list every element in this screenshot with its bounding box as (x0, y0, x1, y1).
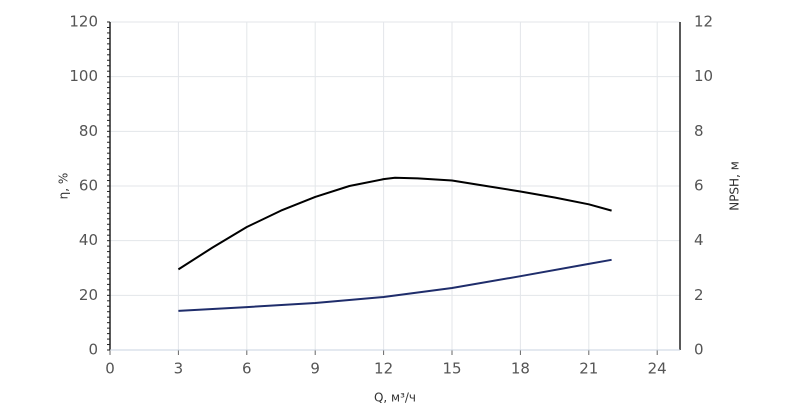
y2-axis-label: NPSH, м (728, 161, 742, 211)
y-tick-label: 100 (69, 67, 98, 85)
x-tick-label: 0 (105, 360, 115, 378)
x-tick-label: 3 (174, 360, 184, 378)
y-tick-label: 0 (88, 341, 98, 359)
x-tick-label: 6 (242, 360, 252, 378)
x-tick-label: 21 (579, 360, 598, 378)
y2-tick-label: 0 (694, 341, 704, 359)
y2-tick-label: 4 (694, 231, 704, 249)
y-tick-label: 40 (79, 231, 98, 249)
y-axis-label: η, % (57, 173, 71, 200)
y2-tick-label: 8 (694, 122, 704, 140)
y2-tick-label: 12 (694, 13, 713, 31)
x-tick-label: 12 (374, 360, 393, 378)
x-tick-label: 9 (310, 360, 320, 378)
series-line (177, 176, 612, 271)
x-tick-label: 15 (442, 360, 461, 378)
y-tick-label: 120 (69, 13, 98, 31)
x-axis-label: Q, м³/ч (374, 391, 416, 405)
y-tick-label: 20 (79, 286, 98, 304)
y2-tick-label: 2 (694, 286, 704, 304)
y2-tick-label: 6 (694, 177, 704, 195)
x-tick-label: 18 (511, 360, 530, 378)
y2-tick-label: 10 (694, 67, 713, 85)
y-tick-label: 80 (79, 122, 98, 140)
series-line (178, 258, 612, 312)
x-tick-label: 24 (648, 360, 667, 378)
y-tick-label: 60 (79, 177, 98, 195)
